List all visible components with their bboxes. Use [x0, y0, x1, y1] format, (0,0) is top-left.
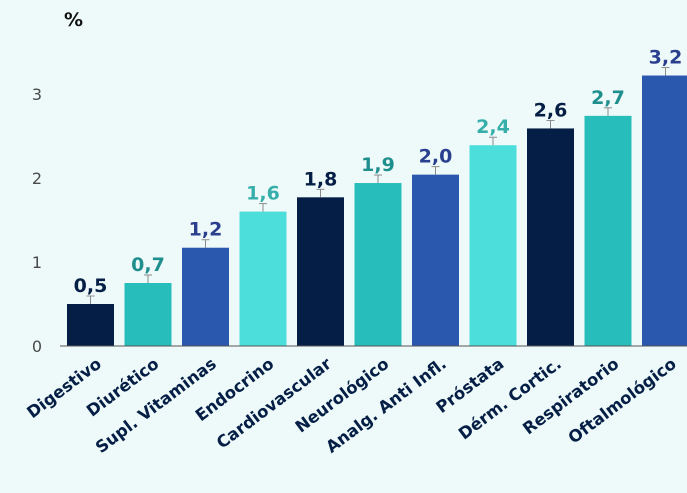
y-axis-label: %: [64, 9, 83, 31]
data-label: 1,8: [304, 168, 338, 190]
data-label: 1,6: [246, 183, 280, 205]
data-label: 2,6: [534, 99, 568, 121]
bar: [239, 211, 287, 346]
data-label: 1,2: [189, 219, 223, 241]
bar: [412, 174, 459, 346]
bar: [527, 128, 574, 346]
x-tick-label: Oftalmológico: [565, 354, 680, 447]
x-tick-label: Dérm. Cortic.: [455, 354, 565, 443]
bar: [469, 145, 517, 346]
y-tick-label: 0: [32, 337, 42, 356]
x-tick-label: Respiratorio: [519, 354, 622, 438]
bar: [124, 283, 172, 346]
y-tick-label: 3: [32, 85, 42, 104]
y-tick-label: 1: [32, 253, 42, 272]
bar: [67, 304, 114, 346]
bar: [182, 247, 229, 346]
bar: [584, 115, 632, 346]
data-label: 0,7: [131, 254, 165, 276]
bar: [642, 75, 687, 347]
bar: [354, 183, 402, 346]
y-tick-label: 2: [32, 169, 42, 188]
bar: [297, 197, 344, 346]
data-label: 2,4: [476, 116, 510, 138]
data-label: 2,7: [591, 87, 625, 109]
data-label: 1,9: [361, 154, 395, 176]
data-label: 3,2: [649, 47, 683, 69]
data-label: 2,0: [419, 146, 453, 168]
data-label: 0,5: [74, 275, 108, 297]
